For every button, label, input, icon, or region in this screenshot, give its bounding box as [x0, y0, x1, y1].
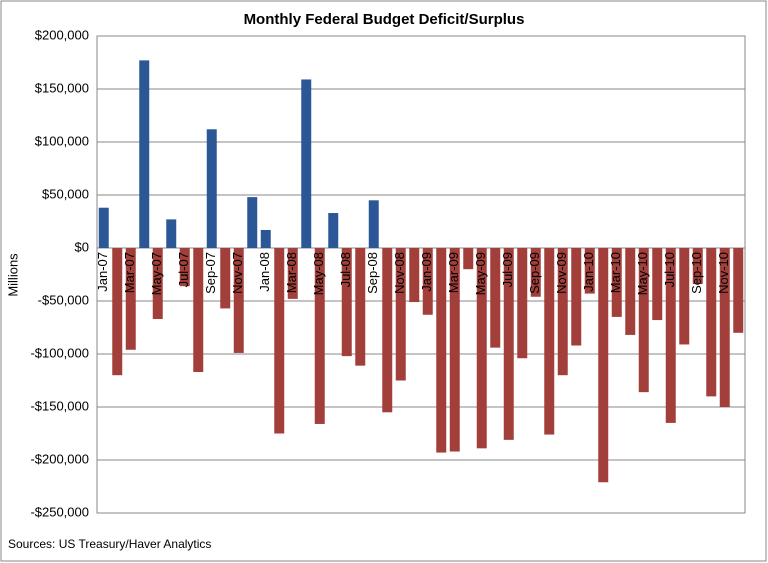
- bar: [490, 248, 501, 348]
- bar: [328, 213, 339, 248]
- x-tick-label: Sep-10: [689, 252, 704, 294]
- x-tick-label: Nov-07: [230, 252, 245, 294]
- y-tick-label: $50,000: [42, 186, 89, 201]
- x-tick-label: Sep-07: [203, 252, 218, 294]
- bar: [382, 248, 393, 413]
- bar: [314, 248, 325, 424]
- y-tick-label: $200,000: [35, 27, 89, 42]
- y-tick-label: -$150,000: [30, 398, 89, 413]
- bar: [503, 248, 514, 440]
- bar: [544, 248, 555, 435]
- x-tick-label: May-08: [311, 252, 326, 295]
- bar: [274, 248, 285, 434]
- bar: [368, 200, 379, 248]
- chart-title: Monthly Federal Budget Deficit/Surplus: [244, 11, 525, 28]
- x-tick-label: May-10: [635, 252, 650, 295]
- y-tick-label: $150,000: [35, 80, 89, 95]
- x-tick-label: Jan-10: [581, 252, 596, 292]
- x-tick-label: Jan-07: [95, 252, 110, 292]
- x-tick-label: Mar-07: [122, 252, 137, 293]
- y-tick-label: -$200,000: [30, 451, 89, 466]
- x-tick-label: Jul-08: [338, 252, 353, 287]
- bar: [638, 248, 649, 393]
- y-tick-label: -$50,000: [38, 292, 89, 307]
- bar: [395, 248, 406, 381]
- bar: [301, 79, 312, 249]
- bar: [287, 248, 298, 299]
- x-tick-label: Jul-09: [500, 252, 515, 287]
- x-tick-label: Mar-09: [446, 252, 461, 293]
- bar: [584, 248, 595, 294]
- bar: [719, 248, 730, 407]
- bar: [152, 248, 163, 320]
- bar: [179, 248, 190, 287]
- bar: [557, 248, 568, 376]
- y-tick-label: $100,000: [35, 133, 89, 148]
- bar: [112, 248, 123, 376]
- bar: [193, 248, 204, 373]
- x-tick-label: Nov-10: [716, 252, 731, 294]
- bar: [220, 248, 231, 309]
- bar: [476, 248, 487, 449]
- y-tick-label: $0: [75, 239, 89, 254]
- bar: [598, 248, 609, 483]
- bar: [449, 248, 460, 452]
- x-tick-label: Nov-09: [554, 252, 569, 294]
- bar: [260, 229, 271, 248]
- y-axis-label: Millions: [5, 253, 20, 297]
- bar: [341, 248, 352, 357]
- x-tick-label: Sep-08: [365, 252, 380, 294]
- bar: [625, 248, 636, 335]
- bar: [517, 248, 528, 359]
- bar: [98, 207, 109, 248]
- bar: [530, 248, 541, 297]
- plot-area: [96, 35, 746, 514]
- bar: [206, 129, 217, 248]
- y-tick-label: -$100,000: [30, 345, 89, 360]
- x-tick-label: Mar-10: [608, 252, 623, 293]
- bar: [422, 248, 433, 315]
- y-tick-label: -$250,000: [30, 504, 89, 519]
- bar: [463, 248, 474, 270]
- x-tick-label: Nov-08: [392, 252, 407, 294]
- bar: [679, 248, 690, 345]
- bar: [247, 197, 258, 248]
- bar: [139, 60, 150, 248]
- bar: [665, 248, 676, 423]
- x-tick-label: May-09: [473, 252, 488, 295]
- bar: [611, 248, 622, 317]
- bar: [409, 248, 420, 303]
- bar: [692, 248, 703, 285]
- bar: [733, 248, 744, 333]
- bar: [571, 248, 582, 346]
- x-tick-label: Mar-08: [284, 252, 299, 293]
- bar: [706, 248, 717, 397]
- x-tick-label: Jul-07: [176, 252, 191, 287]
- source-note: Sources: US Treasury/Haver Analytics: [8, 537, 211, 551]
- bar: [436, 248, 447, 453]
- x-tick-label: Jan-09: [419, 252, 434, 292]
- x-tick-label: May-07: [149, 252, 164, 295]
- bar: [166, 219, 177, 248]
- bar: [233, 248, 244, 353]
- bar: [125, 248, 136, 350]
- bar: [652, 248, 663, 321]
- x-tick-label: Jul-10: [662, 252, 677, 287]
- x-tick-label: Sep-09: [527, 252, 542, 294]
- x-tick-label: Jan-08: [257, 252, 272, 292]
- bar: [355, 248, 366, 366]
